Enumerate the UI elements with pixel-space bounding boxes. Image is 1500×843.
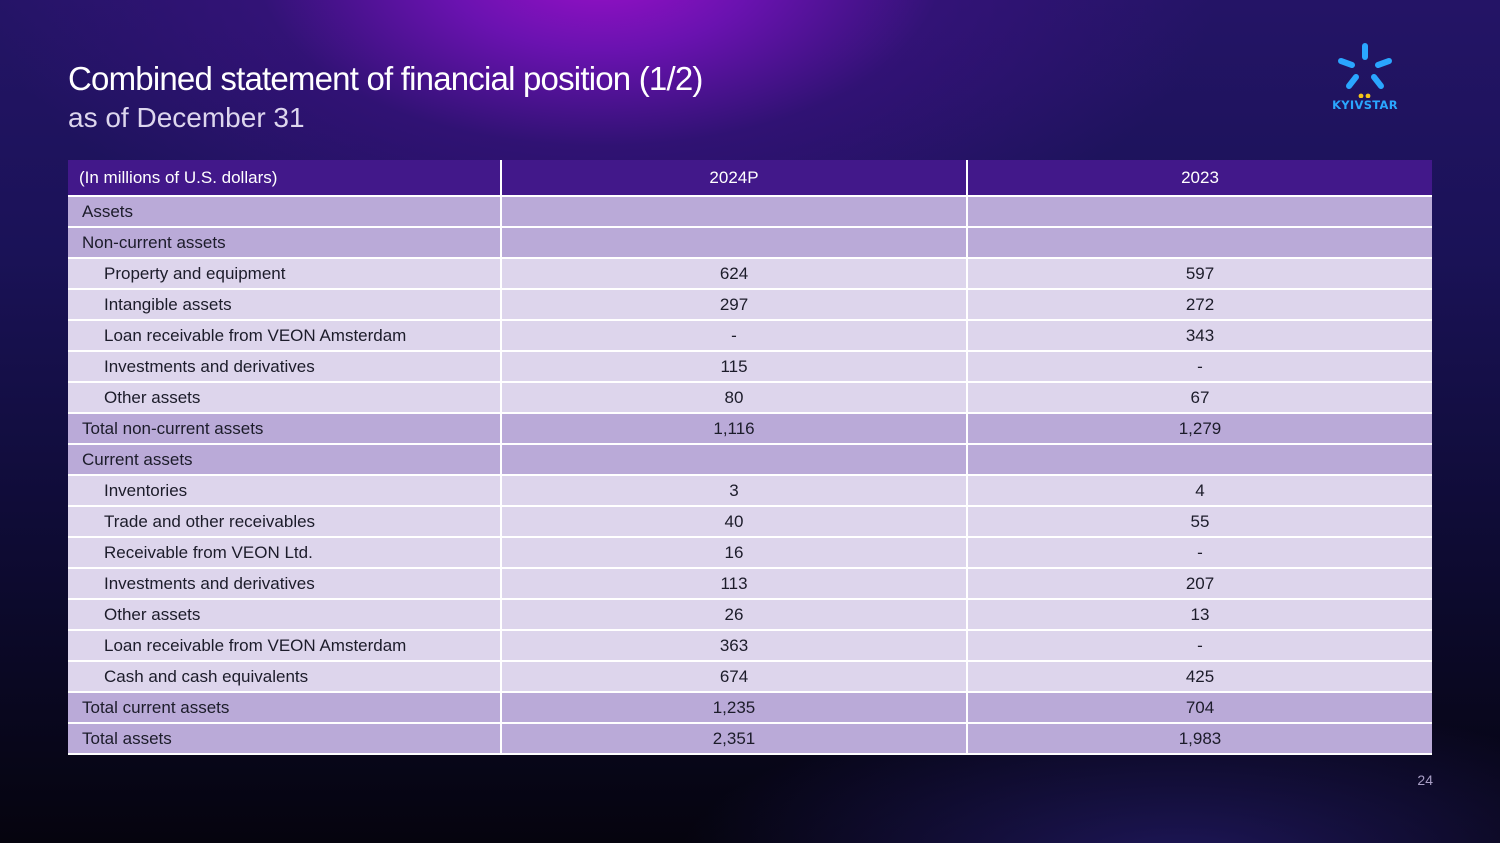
table-header-row: (In millions of U.S. dollars) 2024P 2023 [68,160,1432,197]
title-block: Combined statement of financial position… [68,58,703,136]
value-2024p: - [501,320,968,352]
value-2024p: 1,116 [501,413,968,445]
row-label: Assets [68,196,502,228]
value-2023: 425 [967,661,1432,693]
value-2024p: 26 [501,599,968,631]
value-2024p [501,227,968,259]
value-2023: 704 [967,692,1432,724]
value-2024p: 624 [501,258,968,290]
table-row: Total current assets 1,235 704 [68,692,1432,724]
row-label: Total non-current assets [68,413,502,445]
table-row: Total non-current assets 1,116 1,279 [68,413,1432,445]
row-label: Intangible assets [68,289,502,321]
value-2024p: 363 [501,630,968,662]
table-row: Receivable from VEON Ltd. 16- [68,537,1432,569]
row-label: Inventories [68,475,502,507]
table-row: Intangible assets 297 272 [68,289,1432,321]
value-2023: 67 [967,382,1432,414]
row-label: Total current assets [68,692,502,724]
row-label: Trade and other receivables [68,506,502,538]
table-row: Investments and derivatives 113 207 [68,568,1432,600]
page-title: Combined statement of financial position… [68,60,703,97]
value-2024p: 115 [501,351,968,383]
value-2023: - [967,351,1432,383]
table-row: Other assets 80 67 [68,382,1432,414]
page-number: 24 [1417,772,1433,788]
financial-position-table: (In millions of U.S. dollars) 2024P 2023… [68,160,1432,755]
row-label: Non-current assets [68,227,502,259]
value-2023: 597 [967,258,1432,290]
page-subtitle: as of December 31 [68,102,305,133]
table-row: Property and equipment 624 597 [68,258,1432,290]
table-row: Loan receivable from VEON Amsterdam -343 [68,320,1432,352]
row-label: Investments and derivatives [68,568,502,600]
value-2023: 1,279 [967,413,1432,445]
header-units: (In millions of U.S. dollars) [68,160,502,197]
value-2023: - [967,630,1432,662]
row-label: Property and equipment [68,258,502,290]
value-2024p: 674 [501,661,968,693]
value-2024p: 1,235 [501,692,968,724]
table-row: Investments and derivatives 115- [68,351,1432,383]
value-2023: 55 [967,506,1432,538]
value-2024p [501,444,968,476]
table-row: Non-current assets [68,227,1432,259]
value-2024p: 3 [501,475,968,507]
value-2023: 1,983 [967,723,1432,755]
table-row: Current assets [68,444,1432,476]
value-2024p [501,196,968,228]
row-label: Investments and derivatives [68,351,502,383]
logo-wordmark: KYIVSTAR [1332,98,1398,112]
value-2024p: 16 [501,537,968,569]
kyivstar-logo: KYIVSTAR [1326,40,1404,116]
table-row: Other assets 26 13 [68,599,1432,631]
row-label: Loan receivable from VEON Amsterdam [68,630,502,662]
value-2023: 343 [967,320,1432,352]
row-label: Other assets [68,382,502,414]
table-row: Cash and cash equivalents 674 425 [68,661,1432,693]
value-2023: - [967,537,1432,569]
value-2024p: 40 [501,506,968,538]
table-row: Total assets 2,351 1,983 [68,723,1432,755]
value-2023 [967,196,1432,228]
table-row: Assets [68,196,1432,228]
value-2023: 4 [967,475,1432,507]
value-2023: 272 [967,289,1432,321]
header-2024p: 2024P [501,160,968,197]
value-2023: 207 [967,568,1432,600]
table-body: Assets Non-current assets Property and equ… [68,196,1432,755]
value-2024p: 113 [501,568,968,600]
row-label: Receivable from VEON Ltd. [68,537,502,569]
value-2024p: 2,351 [501,723,968,755]
table-row: Trade and other receivables 40 55 [68,506,1432,538]
value-2024p: 80 [501,382,968,414]
kyivstar-star-icon [1338,43,1392,99]
row-label: Loan receivable from VEON Amsterdam [68,320,502,352]
value-2023: 13 [967,599,1432,631]
value-2023 [967,227,1432,259]
row-label: Other assets [68,599,502,631]
header-2023: 2023 [967,160,1432,197]
table-row: Loan receivable from VEON Amsterdam 363- [68,630,1432,662]
value-2023 [967,444,1432,476]
row-label: Current assets [68,444,502,476]
value-2024p: 297 [501,289,968,321]
row-label: Total assets [68,723,502,755]
row-label: Cash and cash equivalents [68,661,502,693]
table-row: Inventories 3 4 [68,475,1432,507]
